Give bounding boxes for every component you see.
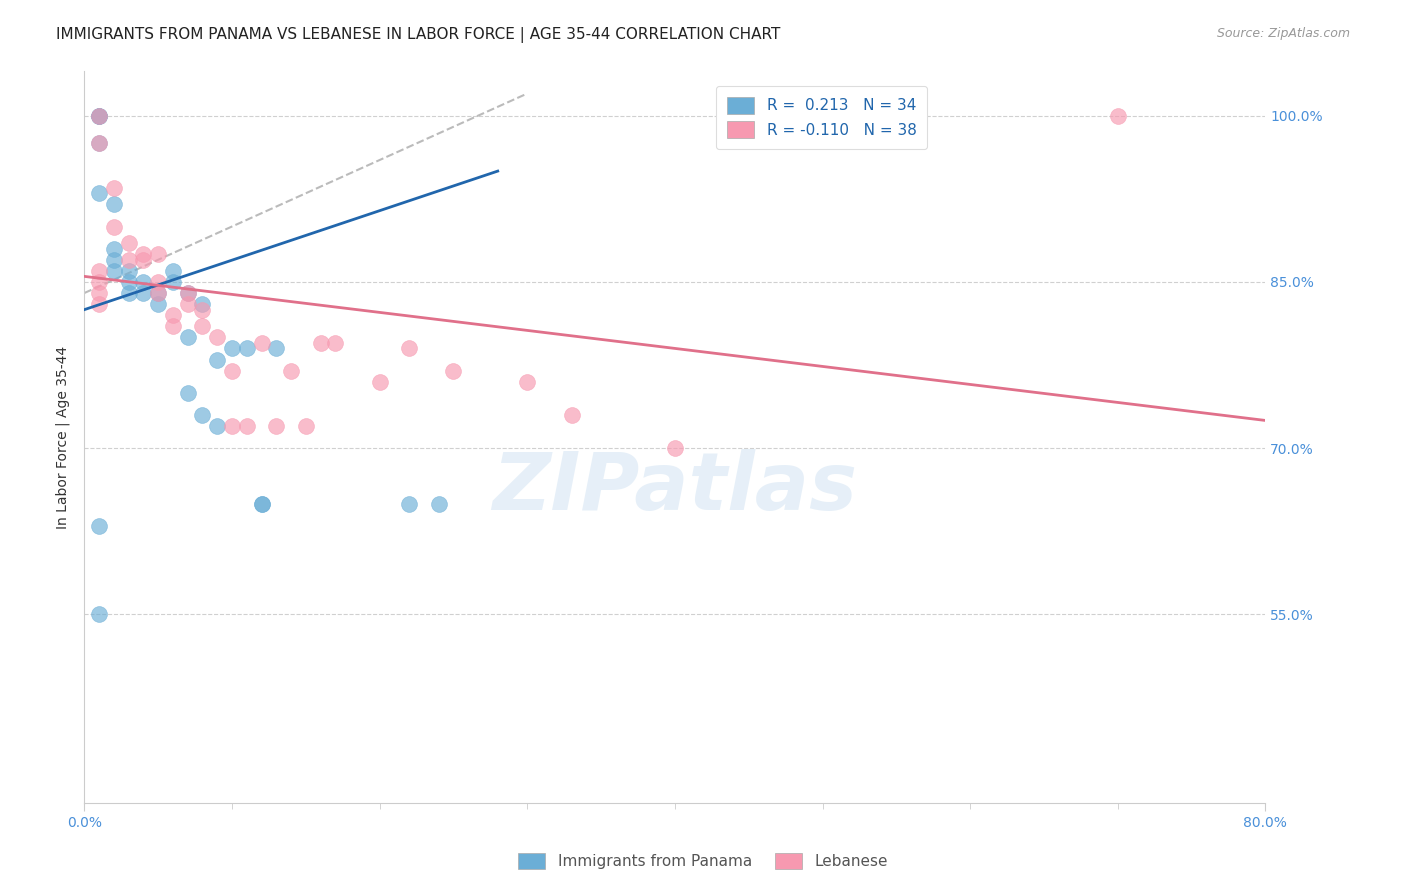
- Point: [103, 242, 125, 256]
- Point: [132, 285, 155, 300]
- Point: [118, 285, 141, 300]
- Point: [177, 285, 200, 300]
- Point: [162, 275, 184, 289]
- Point: [325, 335, 347, 350]
- Point: [177, 330, 200, 344]
- Point: [235, 419, 259, 434]
- Point: [87, 109, 111, 123]
- Legend: Immigrants from Panama, Lebanese: Immigrants from Panama, Lebanese: [512, 847, 894, 875]
- Point: [207, 419, 229, 434]
- Point: [148, 285, 170, 300]
- Point: [148, 285, 170, 300]
- Point: [264, 419, 288, 434]
- Point: [162, 308, 184, 322]
- Point: [87, 297, 111, 311]
- Point: [191, 408, 214, 422]
- Point: [87, 607, 111, 622]
- Point: [207, 352, 229, 367]
- Point: [309, 335, 332, 350]
- Point: [264, 342, 288, 356]
- Point: [162, 264, 184, 278]
- Point: [148, 297, 170, 311]
- Point: [103, 197, 125, 211]
- Point: [132, 275, 155, 289]
- Point: [1107, 109, 1129, 123]
- Point: [87, 109, 111, 123]
- Point: [103, 219, 125, 234]
- Point: [443, 363, 465, 377]
- Point: [118, 236, 141, 251]
- Point: [132, 247, 155, 261]
- Point: [87, 285, 111, 300]
- Point: [87, 109, 111, 123]
- Point: [103, 252, 125, 267]
- Point: [398, 497, 420, 511]
- Point: [191, 302, 214, 317]
- Point: [148, 275, 170, 289]
- Point: [118, 264, 141, 278]
- Point: [235, 342, 259, 356]
- Point: [87, 109, 111, 123]
- Point: [87, 264, 111, 278]
- Point: [191, 297, 214, 311]
- Point: [398, 342, 420, 356]
- Point: [162, 319, 184, 334]
- Point: [368, 375, 391, 389]
- Point: [118, 275, 141, 289]
- Point: [250, 335, 273, 350]
- Point: [177, 285, 200, 300]
- Point: [221, 342, 243, 356]
- Point: [177, 297, 200, 311]
- Point: [427, 497, 450, 511]
- Point: [516, 375, 538, 389]
- Point: [250, 497, 273, 511]
- Point: [207, 330, 229, 344]
- Text: ZIPatlas: ZIPatlas: [492, 450, 858, 527]
- Point: [664, 441, 686, 455]
- Point: [221, 363, 243, 377]
- Point: [280, 363, 302, 377]
- Point: [295, 419, 318, 434]
- Point: [191, 319, 214, 334]
- Point: [132, 252, 155, 267]
- Point: [221, 419, 243, 434]
- Point: [148, 247, 170, 261]
- Point: [87, 136, 111, 151]
- Y-axis label: In Labor Force | Age 35-44: In Labor Force | Age 35-44: [56, 345, 70, 529]
- Text: Source: ZipAtlas.com: Source: ZipAtlas.com: [1216, 27, 1350, 40]
- Point: [103, 180, 125, 194]
- Point: [561, 408, 583, 422]
- Point: [87, 275, 111, 289]
- Point: [103, 264, 125, 278]
- Point: [177, 385, 200, 400]
- Point: [87, 186, 111, 201]
- Point: [87, 518, 111, 533]
- Point: [118, 252, 141, 267]
- Point: [250, 497, 273, 511]
- Legend: R =  0.213   N = 34, R = -0.110   N = 38: R = 0.213 N = 34, R = -0.110 N = 38: [716, 87, 927, 149]
- Text: IMMIGRANTS FROM PANAMA VS LEBANESE IN LABOR FORCE | AGE 35-44 CORRELATION CHART: IMMIGRANTS FROM PANAMA VS LEBANESE IN LA…: [56, 27, 780, 43]
- Point: [87, 136, 111, 151]
